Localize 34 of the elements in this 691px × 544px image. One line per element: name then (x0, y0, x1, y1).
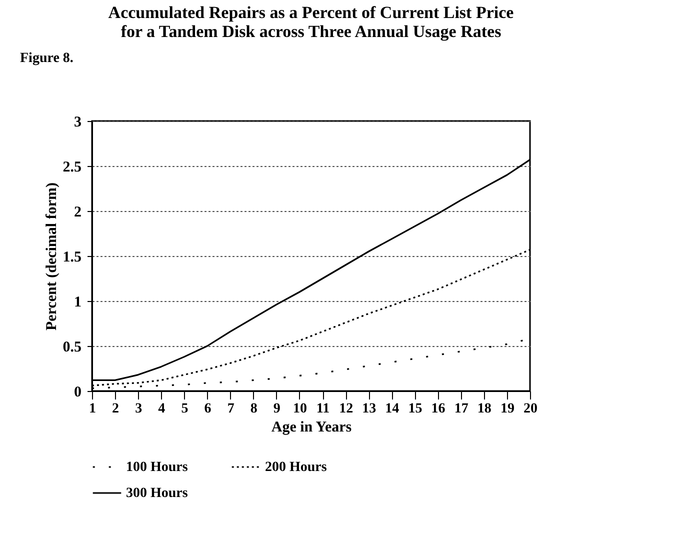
y-tick-label: 1 (74, 294, 82, 310)
x-tick-label: 16 (431, 402, 446, 416)
y-tick-label: 0 (74, 384, 82, 400)
x-tick-label: 5 (181, 402, 188, 416)
legend-label: 100 Hours (126, 460, 188, 475)
y-tick-label: 0.5 (62, 340, 82, 356)
x-axis-title: Age in Years (271, 420, 352, 436)
x-tick-label: 15 (408, 402, 422, 416)
x-tick-label: 20 (524, 402, 538, 416)
x-tick-label: 3 (135, 402, 142, 416)
y-axis-title: Percent (decimal form) (44, 182, 60, 330)
x-tick-label: 18 (477, 402, 492, 416)
chart-title: Accumulated Repairs as a Percent of Current List Price for a Tandem Disk across Three Annual Usage Rates (108, 3, 514, 41)
x-tick-label: 10 (292, 402, 307, 416)
y-tick-label: 2 (74, 204, 82, 220)
x-tick-label: 9 (273, 402, 280, 416)
x-tick-label: 14 (385, 402, 400, 416)
x-tick-label: 11 (316, 402, 330, 416)
x-tick-label: 7 (227, 402, 234, 416)
x-tick-label: 19 (500, 402, 514, 416)
x-tick-label: 8 (250, 402, 258, 416)
x-tick-label: 2 (112, 402, 120, 416)
y-tick-label: 1.5 (62, 250, 82, 266)
legend-label: 200 Hours (265, 460, 328, 475)
x-tick-label: 4 (158, 402, 166, 416)
x-tick-label: 17 (454, 402, 468, 416)
x-tick-label: 6 (204, 402, 212, 416)
x-tick-label: 12 (339, 402, 354, 416)
x-tick-label: 13 (362, 402, 376, 416)
y-tick-label: 2.5 (62, 160, 82, 176)
x-tick-label: 1 (89, 402, 96, 416)
caption: Figure 8. (20, 51, 74, 66)
legend-label: 300 Hours (126, 486, 188, 501)
y-tick-label: 3 (74, 114, 82, 130)
